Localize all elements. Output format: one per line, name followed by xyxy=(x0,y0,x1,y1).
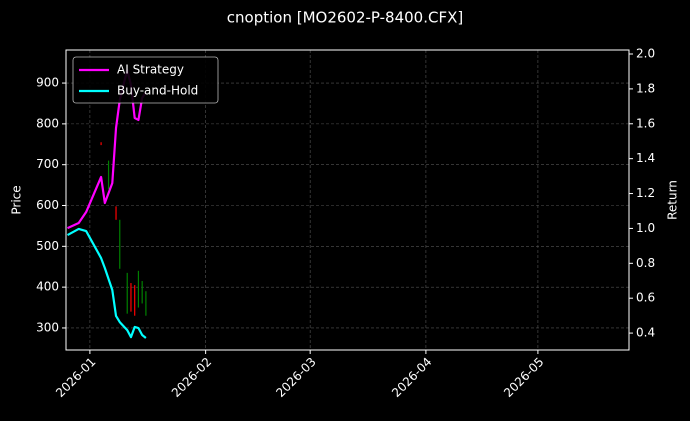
y2-tick-label: 0.4 xyxy=(636,326,655,340)
y2-tick-label: 1.2 xyxy=(636,186,655,200)
y2-axis-label: Return xyxy=(666,180,680,220)
y-tick-label: 900 xyxy=(36,76,59,90)
y2-tick-label: 1.6 xyxy=(636,116,655,130)
y-axis-label: Price xyxy=(10,185,24,214)
y-tick-label: 500 xyxy=(36,239,59,253)
y2-tick-label: 2.0 xyxy=(636,47,655,61)
y2-tick-label: 0.6 xyxy=(636,291,655,305)
series-line xyxy=(67,68,147,230)
series-line xyxy=(66,227,147,339)
y2-tick-label: 1.8 xyxy=(636,81,655,95)
chart-title: cnoption [MO2602-P-8400.CFX] xyxy=(227,9,463,27)
y-tick-label: 800 xyxy=(36,116,59,130)
y2-tick-label: 1.0 xyxy=(636,221,655,235)
y2-tick-label: 0.8 xyxy=(636,256,655,270)
y-tick-label: 700 xyxy=(36,157,59,171)
legend-box xyxy=(72,56,219,104)
y-tick-label: 400 xyxy=(36,280,59,294)
legend-label: AI Strategy xyxy=(117,63,184,77)
y2-tick-label: 1.4 xyxy=(636,151,655,165)
plot-frame xyxy=(65,49,630,351)
y-tick-label: 300 xyxy=(36,320,59,334)
y-tick-label: 600 xyxy=(36,198,59,212)
legend-label: Buy-and-Hold xyxy=(117,84,198,98)
